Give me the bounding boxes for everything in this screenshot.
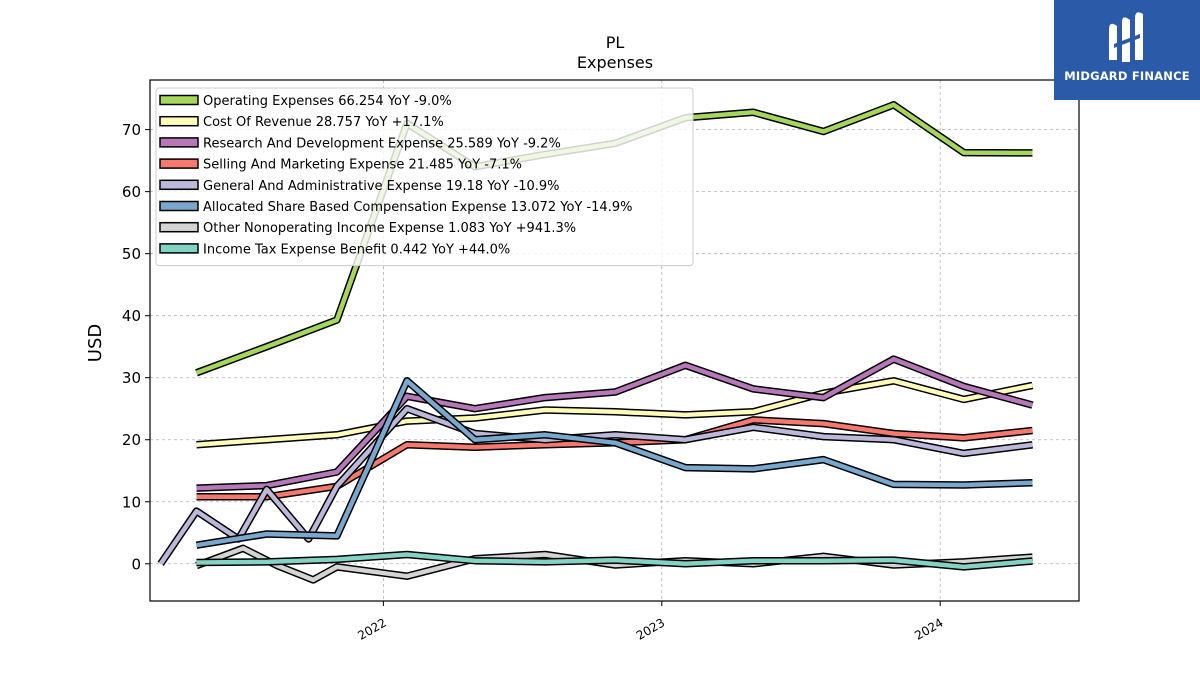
y-tick-label: 10 bbox=[122, 493, 141, 511]
series-line bbox=[196, 377, 1034, 449]
chart-subtitle: Expenses bbox=[577, 53, 653, 72]
legend-swatch bbox=[159, 179, 199, 191]
y-tick-label: 20 bbox=[122, 431, 141, 449]
y-axis-label: USD bbox=[85, 324, 106, 362]
legend-entry: General And Administrative Expense 19.18… bbox=[159, 179, 560, 194]
series-line-outline bbox=[196, 355, 1034, 492]
legend-swatch bbox=[159, 158, 199, 169]
y-tick-label: 60 bbox=[122, 183, 141, 201]
legend-swatch bbox=[159, 221, 199, 233]
logo-name: MIDGARD FINANCE bbox=[1064, 69, 1190, 83]
y-tick-label: 50 bbox=[122, 245, 141, 263]
series-line-stroke bbox=[196, 552, 1033, 570]
series-line-stroke bbox=[196, 356, 1034, 491]
legend-entry: Allocated Share Based Compensation Expen… bbox=[159, 200, 632, 215]
legend-label: Selling And Marketing Expense 21.485 YoY… bbox=[203, 158, 522, 173]
y-tick-label: 30 bbox=[122, 369, 141, 387]
series-line bbox=[195, 377, 1033, 549]
legend-swatch bbox=[159, 200, 199, 212]
x-tick-label: 2022 bbox=[355, 615, 388, 642]
legend-entry: Selling And Marketing Expense 21.485 YoY… bbox=[159, 158, 522, 173]
legend-swatch bbox=[159, 243, 199, 254]
x-tick-label: 2024 bbox=[912, 615, 945, 642]
y-tick-label: 0 bbox=[131, 555, 141, 573]
legend-entry: Other Nonoperating Income Expense 1.083 … bbox=[159, 221, 576, 236]
legend-entry: Income Tax Expense Benefit 0.442 YoY +44… bbox=[159, 242, 510, 257]
legend-label: Operating Expenses 66.254 YoY -9.0% bbox=[203, 94, 452, 109]
series-line-stroke bbox=[196, 378, 1033, 548]
y-axis: 0 10 20 30 40 50 60 70 bbox=[122, 121, 150, 573]
legend-swatch bbox=[159, 115, 199, 127]
midgard-logo: MIDGARD FINANCE bbox=[1054, 0, 1200, 100]
legend-swatch bbox=[159, 94, 199, 106]
legend-entry: Operating Expenses 66.254 YoY -9.0% bbox=[159, 94, 452, 109]
series-line bbox=[196, 550, 1033, 571]
legend-box bbox=[155, 87, 694, 267]
midgard-logo-icon bbox=[1109, 12, 1143, 62]
legend-entry: Research And Development Expense 25.589 … bbox=[159, 136, 561, 151]
legend-swatch bbox=[159, 137, 199, 148]
legend-label: Other Nonoperating Income Expense 1.083 … bbox=[203, 221, 576, 236]
legend-label: Allocated Share Based Compensation Expen… bbox=[203, 200, 632, 215]
series-line bbox=[196, 355, 1034, 492]
y-tick-label: 70 bbox=[122, 121, 141, 139]
y-tick-label: 40 bbox=[122, 307, 141, 325]
legend-label: General And Administrative Expense 19.18… bbox=[203, 179, 560, 194]
x-axis: 2022 2023 2024 bbox=[355, 601, 946, 643]
series-line-stroke bbox=[196, 378, 1033, 447]
legend-entry: Cost Of Revenue 28.757 YoY +17.1% bbox=[159, 115, 444, 130]
legend-label: Income Tax Expense Benefit 0.442 YoY +44… bbox=[203, 242, 510, 257]
x-tick-label: 2023 bbox=[634, 615, 667, 642]
legend-label: Cost Of Revenue 28.757 YoY +17.1% bbox=[203, 115, 444, 130]
legend: Operating Expenses 66.254 YoY -9.0% Cost … bbox=[155, 87, 694, 267]
chart-title: PL bbox=[606, 33, 625, 52]
chart-series bbox=[157, 101, 1034, 584]
legend-label: Research And Development Expense 25.589 … bbox=[203, 136, 561, 151]
plot-frame bbox=[149, 79, 1080, 602]
